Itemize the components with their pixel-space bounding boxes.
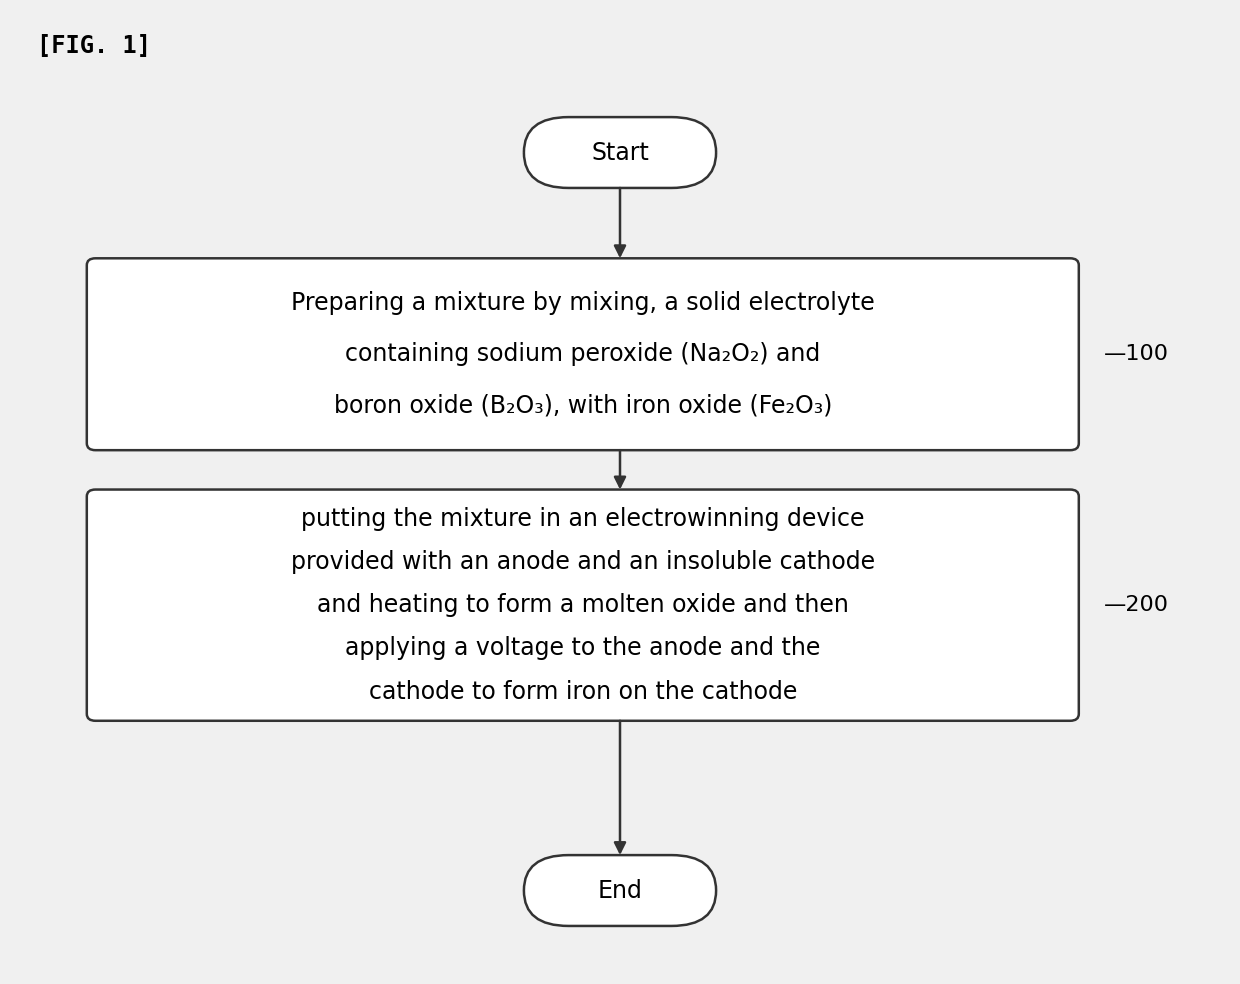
Text: provided with an anode and an insoluble cathode: provided with an anode and an insoluble …: [290, 550, 875, 574]
Text: End: End: [598, 879, 642, 902]
FancyBboxPatch shape: [523, 117, 717, 188]
Text: —200: —200: [1104, 595, 1168, 615]
Text: [FIG. 1]: [FIG. 1]: [37, 34, 151, 58]
Text: boron oxide (B₂O₃), with iron oxide (Fe₂O₃): boron oxide (B₂O₃), with iron oxide (Fe₂…: [334, 394, 832, 417]
Text: containing sodium peroxide (Na₂O₂) and: containing sodium peroxide (Na₂O₂) and: [345, 342, 821, 366]
Text: and heating to form a molten oxide and then: and heating to form a molten oxide and t…: [317, 593, 848, 617]
FancyBboxPatch shape: [87, 490, 1079, 720]
Text: Start: Start: [591, 141, 649, 164]
Text: putting the mixture in an electrowinning device: putting the mixture in an electrowinning…: [301, 507, 864, 530]
FancyBboxPatch shape: [87, 258, 1079, 451]
Text: applying a voltage to the anode and the: applying a voltage to the anode and the: [345, 637, 821, 660]
Text: —100: —100: [1104, 344, 1168, 364]
Text: Preparing a mixture by mixing, a solid electrolyte: Preparing a mixture by mixing, a solid e…: [291, 291, 874, 315]
FancyBboxPatch shape: [523, 855, 717, 926]
Text: cathode to form iron on the cathode: cathode to form iron on the cathode: [368, 680, 797, 704]
